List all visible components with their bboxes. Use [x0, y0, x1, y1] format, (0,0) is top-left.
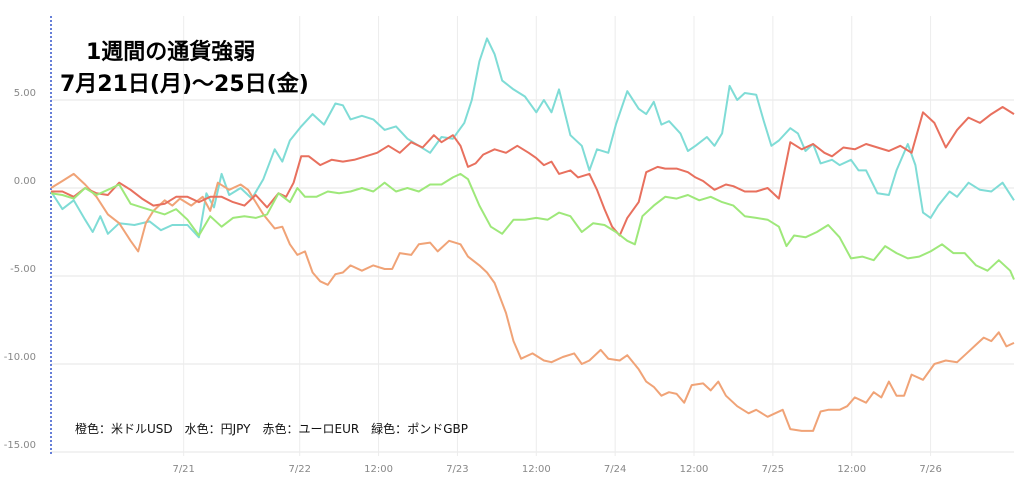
y-tick-label: -10.00 — [4, 352, 36, 363]
chart-title-line2: 7月21日(月)～25日(金) — [60, 72, 309, 97]
y-tick-label: 5.00 — [14, 88, 36, 99]
y-axis-ticks: 5.00 0.00 -5.00 -10.00 -15.00 — [4, 88, 36, 451]
x-tick-label: 12:00 — [522, 464, 551, 475]
legend-text: 橙色：米ドルUSD 水色：円JPY 赤色：ユーロEUR 緑色：ポンドGBP — [75, 422, 468, 436]
x-tick-label: 12:00 — [680, 464, 709, 475]
y-tick-label: -5.00 — [10, 264, 36, 275]
x-tick-label: 7/21 — [172, 464, 194, 475]
x-tick-label: 7/25 — [762, 464, 784, 475]
series-line-3 — [50, 172, 1015, 280]
series-line-2 — [51, 106, 1015, 237]
x-tick-label: 7/24 — [604, 464, 626, 475]
x-tick-label: 7/22 — [288, 464, 310, 475]
series-line-1 — [50, 172, 1015, 432]
y-tick-label: 0.00 — [14, 176, 36, 187]
grid-lines — [51, 16, 1014, 456]
x-axis-ticks: 7/21 7/22 12:00 7/23 12:00 7/24 12:00 7/25 12:00… — [172, 464, 941, 475]
chart-title-line1: 1週間の通貨強弱 — [86, 40, 256, 65]
series-lines — [50, 37, 1015, 432]
y-tick-label: -15.00 — [4, 440, 36, 451]
x-tick-label: 12:00 — [364, 464, 393, 475]
x-tick-label: 7/23 — [446, 464, 468, 475]
x-tick-label: 12:00 — [837, 464, 866, 475]
x-tick-label: 7/26 — [919, 464, 941, 475]
